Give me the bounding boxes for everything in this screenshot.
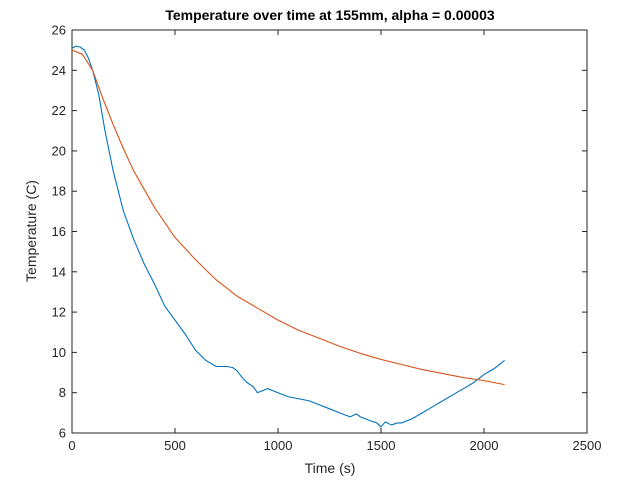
series-layer bbox=[71, 45, 505, 428]
y-tick-label: 6 bbox=[59, 426, 66, 441]
y-tick-label: 12 bbox=[52, 305, 66, 320]
y-tick-label: 18 bbox=[52, 184, 66, 199]
y-tick-label: 22 bbox=[52, 103, 66, 118]
axis-ticks: 0 500 1000 1500 2000 2500 6 8 10 12 14 16 18 20 22 24 26 bbox=[52, 23, 602, 454]
chart-title: Temperature over time at 155mm, alpha = … bbox=[165, 7, 495, 23]
x-tick-label: 0 bbox=[68, 438, 75, 453]
x-tick-label: 1500 bbox=[367, 438, 396, 453]
y-tick-label: 8 bbox=[59, 385, 66, 400]
y-tick-label: 26 bbox=[52, 23, 66, 38]
x-tick-label: 2500 bbox=[573, 438, 602, 453]
y-tick-label: 20 bbox=[52, 143, 66, 158]
y-tick-label: 10 bbox=[52, 345, 66, 360]
x-axis-label: Time (s) bbox=[305, 460, 356, 476]
series-line-1 bbox=[71, 45, 505, 428]
y-tick-label: 14 bbox=[52, 264, 66, 279]
series-line-2 bbox=[71, 49, 505, 386]
y-axis-label: Temperature (C) bbox=[23, 180, 39, 282]
x-tick-label: 1000 bbox=[264, 438, 293, 453]
y-tick-label: 16 bbox=[52, 224, 66, 239]
x-tick-label: 500 bbox=[164, 438, 186, 453]
x-tick-label: 2000 bbox=[470, 438, 499, 453]
y-tick-label: 24 bbox=[52, 63, 66, 78]
